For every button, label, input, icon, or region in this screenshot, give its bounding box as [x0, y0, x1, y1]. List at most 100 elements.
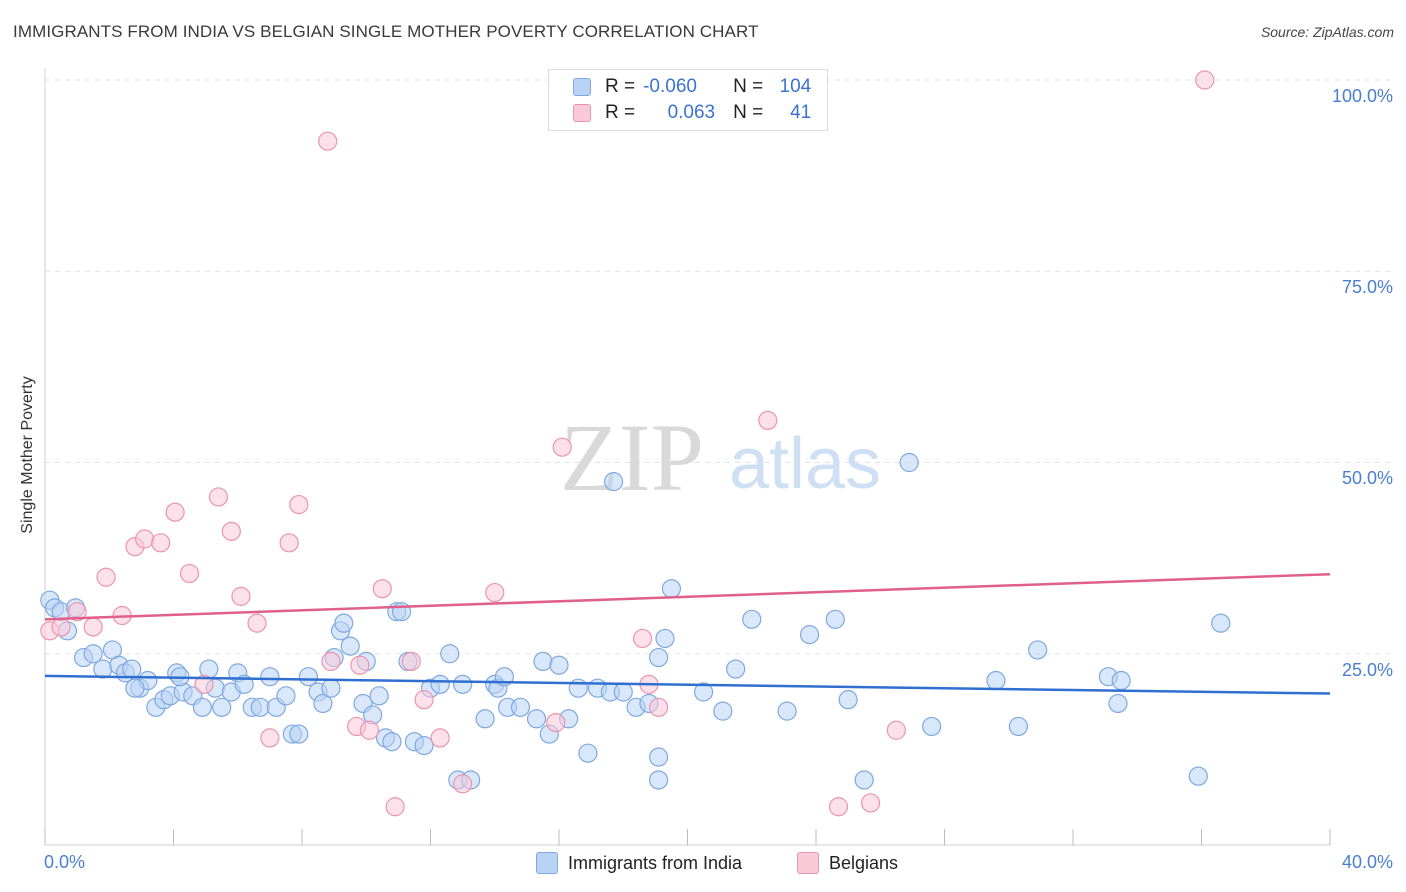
data-point-india [510, 697, 531, 717]
r-value-belgians: 0.063 [667, 102, 716, 123]
stats-legend-row-belgians: R = 0.063 N = 41 [573, 101, 811, 125]
data-point-india [578, 743, 598, 763]
watermark-atlas: atlas [729, 424, 881, 504]
data-point-belgians [359, 720, 380, 740]
r-label: R = [605, 102, 636, 123]
legend-label-belgians: Belgians [829, 852, 899, 873]
data-point-belgians [861, 793, 881, 813]
trend-lines [44, 572, 1331, 695]
data-point-belgians [552, 437, 572, 457]
legend-item-india: Immigrants from India [536, 852, 742, 874]
data-point-india [1111, 670, 1131, 691]
legend-label-india: Immigrants from India [568, 852, 743, 873]
data-point-india [440, 644, 460, 664]
data-point-india [250, 697, 270, 717]
data-point-belgians [221, 521, 241, 541]
data-point-india [742, 609, 762, 629]
data-point-india [260, 667, 280, 687]
data-point-belgians [194, 674, 214, 694]
data-point-belgians [1195, 70, 1215, 90]
chart-source: Source: ZipAtlas.com [1260, 24, 1394, 40]
data-point-belgians [151, 533, 171, 553]
n-label: N = [733, 76, 764, 97]
data-point-india [321, 678, 341, 698]
data-point-belgians [430, 728, 450, 748]
n-label: N = [733, 102, 764, 123]
x-tick-label-min: 0.0% [44, 852, 86, 872]
r-label: R = [605, 76, 636, 97]
data-point-india [613, 682, 633, 702]
data-point-belgians [96, 567, 116, 587]
data-point-belgians [208, 487, 229, 507]
data-point-belgians [51, 617, 71, 637]
data-point-belgians [401, 651, 421, 672]
data-point-belgians [453, 774, 473, 794]
data-point-belgians [165, 502, 185, 522]
data-point-belgians [279, 533, 299, 553]
n-value-belgians: 41 [790, 102, 812, 123]
data-point-india [382, 732, 402, 752]
data-point-india [604, 472, 624, 492]
axes [44, 68, 1331, 846]
data-point-india [369, 686, 389, 706]
stats-legend: R = -0.060 N = 104 R = 0.063 N = 41 [548, 69, 828, 131]
stats-legend-row-india: R = -0.060 N = 104 [573, 75, 811, 99]
data-point-india [825, 609, 845, 629]
data-point-india [549, 655, 569, 675]
y-tick-label-50: 50.0% [1341, 468, 1393, 488]
data-point-india [298, 667, 319, 687]
trend-line-india [44, 674, 1331, 695]
data-point-india [526, 709, 547, 729]
data-point-india [648, 747, 669, 767]
data-point-belgians [260, 728, 280, 748]
data-point-belgians [414, 690, 434, 710]
data-point-india [986, 670, 1006, 691]
data-point-india [125, 678, 145, 698]
data-point-india [1108, 693, 1128, 714]
data-point-belgians [648, 697, 669, 717]
legend-swatch-india [573, 78, 591, 96]
data-point-belgians [321, 651, 341, 672]
data-point-india [334, 613, 354, 633]
data-point-india [533, 651, 553, 672]
data-point-belgians [247, 613, 267, 633]
data-point-belgians [485, 582, 505, 603]
data-point-belgians [318, 131, 338, 151]
data-point-india [899, 452, 919, 473]
data-point-india [922, 716, 942, 737]
data-point-india [414, 735, 434, 756]
y-tick-label-100: 100.0% [1331, 86, 1393, 106]
gridlines [45, 79, 1393, 655]
data-point-india [192, 697, 213, 717]
data-point-india [854, 770, 874, 790]
data-point-india [838, 690, 858, 710]
data-point-india [313, 693, 333, 714]
x-tick-label-max: 40.0% [1341, 852, 1393, 872]
data-point-belgians [134, 529, 155, 549]
legend-swatch-belgians [573, 104, 591, 122]
data-point-belgians [828, 797, 849, 817]
n-value-india: 104 [779, 76, 812, 97]
r-value-india: -0.060 [643, 76, 697, 97]
data-point-india [1211, 613, 1231, 633]
legend-swatch-india [536, 852, 558, 874]
data-point-belgians [179, 563, 200, 584]
y-tick-label-75: 75.0% [1341, 277, 1393, 297]
y-tick-label-25: 25.0% [1341, 660, 1393, 680]
data-point-belgians [350, 655, 370, 675]
data-point-belgians [632, 628, 653, 649]
data-point-india [799, 625, 820, 645]
data-point-belgians [385, 797, 405, 817]
chart-title: IMMIGRANTS FROM INDIA VS BELGIAN SINGLE … [13, 22, 759, 41]
data-point-india [83, 644, 103, 664]
data-point-india [340, 636, 360, 656]
data-point-india [276, 686, 296, 706]
data-point-india [648, 770, 669, 790]
data-points [40, 70, 1231, 817]
data-point-belgians [886, 720, 906, 740]
data-point-india [93, 659, 113, 679]
data-point-india [1008, 716, 1028, 737]
data-point-belgians [289, 494, 309, 515]
data-point-belgians [758, 410, 778, 431]
